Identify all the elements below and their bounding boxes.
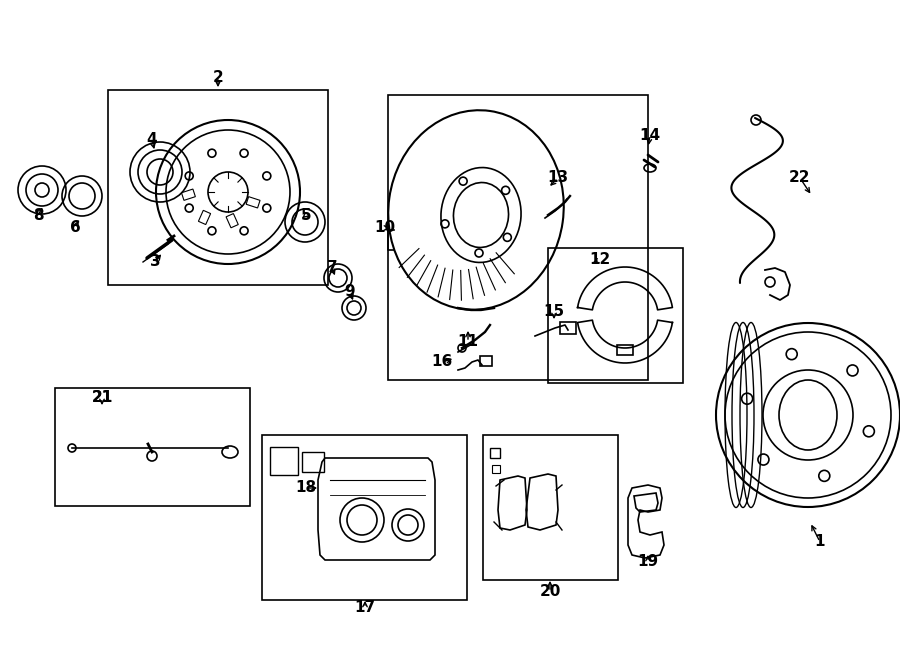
Text: 9: 9 [345, 284, 356, 299]
Bar [388, 95, 648, 380]
Text: 11: 11 [457, 334, 479, 350]
Text: 4: 4 [147, 132, 158, 147]
Text: 21: 21 [92, 391, 112, 405]
Text: 14: 14 [639, 128, 661, 143]
Bar [55, 388, 250, 506]
Text: 10: 10 [374, 221, 396, 235]
Text: 5: 5 [301, 208, 311, 223]
Bar [560, 322, 576, 334]
Text: 3: 3 [149, 254, 160, 270]
Text: 12: 12 [590, 253, 610, 268]
Text: 15: 15 [544, 305, 564, 319]
Text: 7: 7 [327, 260, 338, 276]
Bar [270, 447, 298, 475]
Text: 17: 17 [355, 600, 375, 615]
Bar [617, 345, 633, 355]
Text: 19: 19 [637, 555, 659, 570]
Bar [226, 214, 239, 228]
Text: 6: 6 [69, 221, 80, 235]
Text: 8: 8 [32, 208, 43, 223]
Bar [198, 210, 211, 225]
Bar [302, 452, 324, 472]
Bar [490, 448, 500, 458]
Text: 22: 22 [789, 171, 811, 186]
Text: 16: 16 [431, 354, 453, 369]
Bar [483, 435, 618, 580]
Text: 18: 18 [295, 481, 317, 496]
Bar [492, 465, 500, 473]
Bar [262, 435, 467, 600]
Bar [182, 189, 195, 200]
Text: 1: 1 [814, 535, 825, 549]
Text: 13: 13 [547, 171, 569, 186]
Bar [480, 356, 492, 366]
Text: 2: 2 [212, 69, 223, 85]
Bar [548, 248, 683, 383]
Bar [108, 90, 328, 285]
Text: 20: 20 [539, 584, 561, 600]
Bar [247, 197, 260, 208]
Text: 21: 21 [92, 391, 112, 405]
